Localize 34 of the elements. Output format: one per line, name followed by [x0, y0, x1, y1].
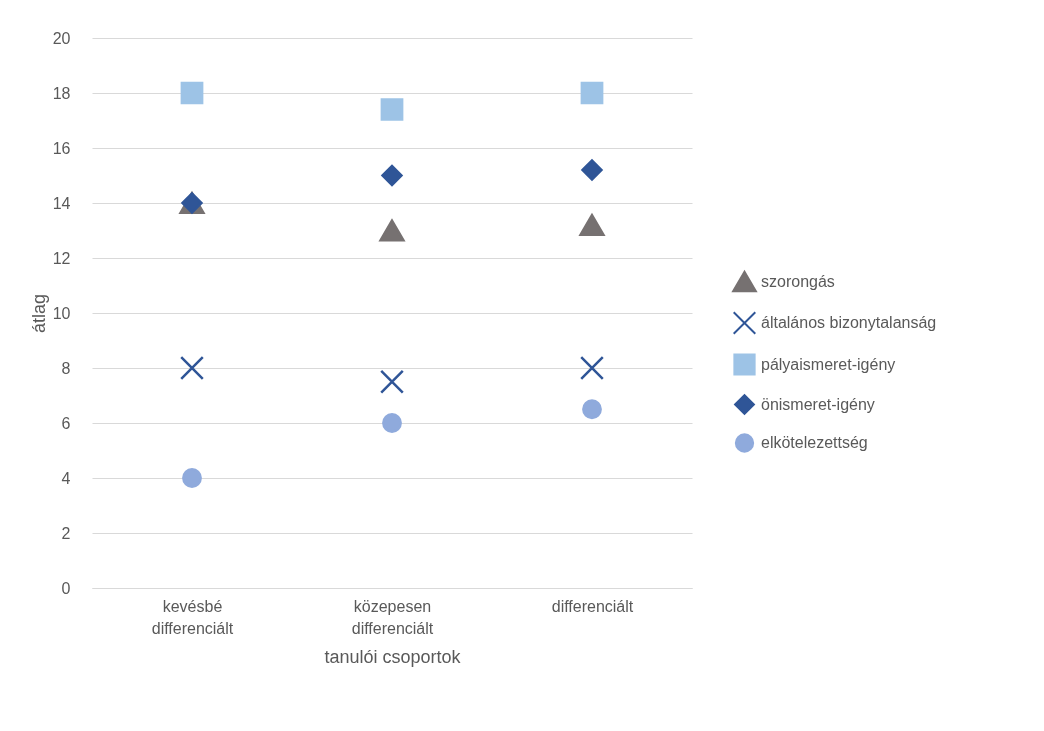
point	[381, 164, 403, 187]
y-axis-title: átlag	[28, 293, 49, 334]
y-tick-label: 10	[52, 304, 71, 322]
legend-label: szorongás	[761, 272, 835, 290]
legend-label: pályaismeret-igény	[761, 355, 896, 373]
y-tick-label: 0	[61, 579, 71, 597]
legend-label: önismeret-igény	[761, 395, 875, 413]
x-tick-label: kevésbé differenciált	[151, 597, 234, 637]
point	[580, 81, 604, 105]
legend-label: elkötelezettség	[761, 434, 868, 451]
y-tick-label: 14	[52, 194, 71, 212]
y-tick-label: 8	[61, 359, 71, 377]
y-tick-label: 12	[52, 249, 71, 267]
point	[180, 81, 204, 105]
x-tick-label: közepesen differenciált	[351, 597, 434, 637]
legend-label: általános bizonytalanság	[761, 314, 937, 331]
x-tick-label: differenciált	[551, 597, 634, 615]
point	[379, 369, 405, 394]
point	[379, 219, 405, 242]
point	[582, 399, 602, 420]
y-tick-label: 4	[61, 469, 71, 487]
x-axis-title: tanulói csoportok	[324, 646, 462, 667]
point	[581, 159, 603, 181]
point	[579, 355, 605, 381]
point	[382, 413, 402, 433]
y-tick-label: 2	[61, 524, 71, 542]
y-tick-label: 18	[52, 84, 71, 102]
point	[179, 355, 205, 381]
y-tick-label: 6	[61, 414, 71, 432]
point	[380, 98, 404, 121]
point	[182, 468, 202, 488]
y-tick-label: 16	[52, 139, 71, 157]
y-tick-label: 20	[52, 29, 71, 47]
point	[579, 213, 605, 237]
